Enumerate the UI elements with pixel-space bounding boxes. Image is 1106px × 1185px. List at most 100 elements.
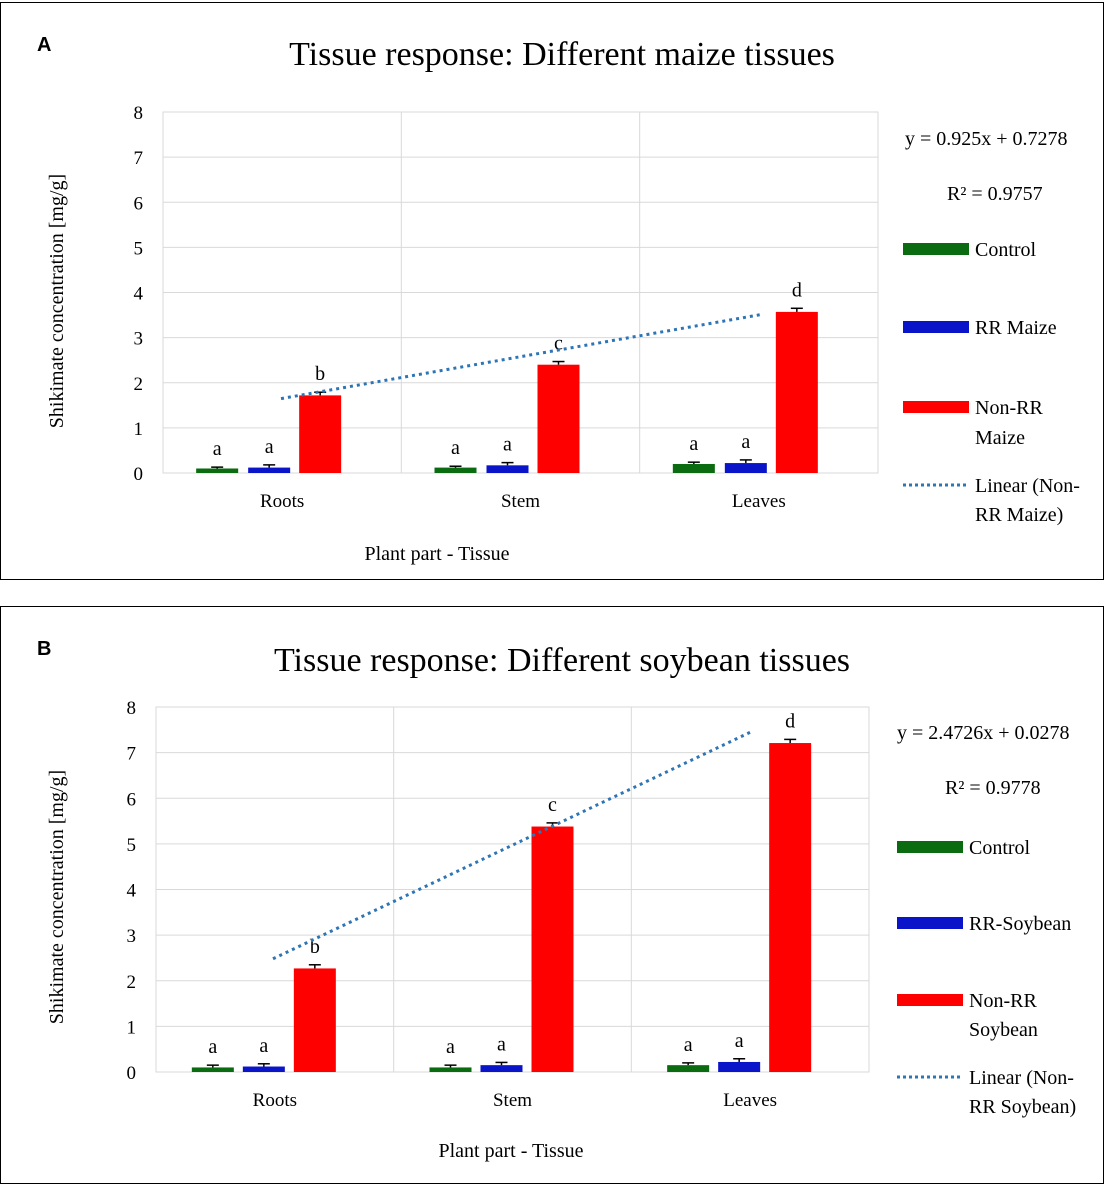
y-tick-label: 0: [127, 1063, 137, 1084]
legend-swatch-rr: [897, 917, 963, 929]
significance-letter: a: [684, 1034, 693, 1056]
bar: [724, 463, 767, 473]
y-tick-label: 7: [134, 148, 144, 169]
x-tick-label: Leaves: [723, 1090, 777, 1111]
trend-r-squared: R² = 0.9757: [947, 183, 1043, 205]
chart-panel-maize: A Tissue response: Different maize tissu…: [0, 2, 1104, 580]
significance-letter: a: [503, 434, 512, 456]
legend-label-nonrr-1: Non-RR: [969, 990, 1037, 1012]
bar: [248, 467, 291, 473]
significance-letter: d: [785, 710, 795, 732]
legend-label-linear-1: Linear (Non-: [975, 475, 1080, 497]
y-tick-label: 6: [134, 193, 144, 214]
significance-labels: a a a a a a b c d: [213, 279, 802, 460]
x-tick-label: Leaves: [732, 491, 786, 512]
legend-label-nonrr-2: Maize: [975, 427, 1025, 449]
chart-svg-soybean: B Tissue response: Different soybean tis…: [37, 638, 1076, 1162]
y-tick-labels: 0 1 2 3 4 5 6 7 8: [134, 103, 144, 485]
legend-label-linear-2: RR Maize): [975, 504, 1063, 526]
y-tick-labels: 0 1 2 3 4 5 6 7 8: [127, 698, 137, 1084]
x-tick-labels: Roots Stem Leaves: [260, 491, 786, 512]
bar: [299, 395, 342, 473]
error-bars: [206, 738, 797, 1068]
y-tick-label: 2: [127, 972, 137, 993]
y-tick-label: 4: [134, 284, 144, 305]
legend-label-control: Control: [969, 837, 1031, 859]
y-tick-label: 6: [127, 789, 137, 810]
bar: [293, 968, 336, 1072]
grid: [155, 706, 870, 1073]
y-tick-label: 7: [127, 744, 137, 765]
y-tick-label: 2: [134, 374, 144, 395]
significance-letter: a: [689, 433, 698, 455]
bar: [667, 1065, 710, 1072]
trendline: [280, 313, 762, 401]
significance-letter: c: [554, 333, 563, 355]
bar: [672, 463, 715, 473]
legend-label-linear-2: RR Soybean): [969, 1096, 1076, 1118]
trendline-linear: [280, 313, 762, 401]
chart-panel-soybean: B Tissue response: Different soybean tis…: [0, 606, 1104, 1184]
x-tick-labels: Roots Stem Leaves: [253, 1090, 777, 1111]
legend-label-nonrr-1: Non-RR: [975, 397, 1043, 419]
significance-letter: a: [735, 1030, 744, 1052]
y-tick-label: 1: [127, 1017, 137, 1038]
panel-label: A: [37, 34, 51, 56]
significance-letter: d: [792, 279, 802, 301]
x-tick-label: Roots: [253, 1090, 297, 1111]
y-tick-label: 8: [127, 698, 137, 719]
y-tick-label: 0: [134, 464, 144, 485]
significance-letter: a: [451, 437, 460, 459]
significance-letter: a: [259, 1035, 268, 1057]
bar: [537, 364, 580, 473]
bar: [434, 467, 477, 473]
y-tick-label: 5: [134, 238, 144, 259]
bar: [242, 1066, 285, 1072]
x-axis-label: Plant part - Tissue: [364, 543, 509, 565]
panel-label: B: [37, 638, 51, 660]
y-tick-label: 1: [134, 419, 144, 440]
bar: [769, 743, 812, 1072]
legend-swatch-nonrr: [897, 994, 963, 1006]
significance-letter: c: [548, 794, 557, 816]
legend-swatch-control: [897, 841, 963, 853]
significance-letter: a: [497, 1033, 506, 1055]
bar: [718, 1061, 761, 1072]
chart-title: Tissue response: Different maize tissues: [289, 36, 835, 73]
grid: [162, 111, 879, 474]
significance-letter: a: [741, 431, 750, 453]
chart-svg-maize: A Tissue response: Different maize tissu…: [37, 34, 1080, 565]
significance-letter: a: [213, 438, 222, 460]
y-tick-label: 8: [134, 103, 144, 124]
legend-label-linear-1: Linear (Non-: [969, 1067, 1074, 1089]
legend-label-rr: RR-Soybean: [969, 913, 1071, 935]
y-axis-label: Shikimate concentration [mg/g]: [46, 770, 68, 1024]
bar: [191, 1067, 234, 1072]
significance-letter: b: [315, 363, 325, 385]
bar: [531, 826, 574, 1072]
significance-letter: a: [446, 1036, 455, 1058]
bar: [196, 468, 239, 473]
trendline: [272, 730, 752, 961]
y-tick-label: 4: [127, 881, 137, 902]
x-axis-label: Plant part - Tissue: [438, 1140, 583, 1162]
y-tick-label: 3: [127, 926, 137, 947]
bar: [486, 465, 529, 473]
y-tick-label: 3: [134, 329, 144, 350]
legend-label-control: Control: [975, 239, 1037, 261]
significance-labels: a a a a a a b c d: [208, 710, 795, 1058]
bars: [191, 743, 812, 1072]
bar: [429, 1067, 472, 1072]
trend-equation: y = 2.4726x + 0.0278: [897, 722, 1070, 744]
trend-equation: y = 0.925x + 0.7278: [905, 128, 1068, 150]
legend-swatch-control: [903, 243, 969, 255]
x-tick-label: Stem: [501, 491, 540, 512]
legend-label-rr: RR Maize: [975, 317, 1057, 339]
chart-title: Tissue response: Different soybean tissu…: [274, 642, 850, 679]
trend-r-squared: R² = 0.9778: [945, 777, 1041, 799]
legend-swatch-rr: [903, 321, 969, 333]
legend-label-nonrr-2: Soybean: [969, 1019, 1038, 1041]
y-axis-label: Shikimate concentration [mg/g]: [46, 174, 68, 428]
significance-letter: a: [265, 436, 274, 458]
bar: [775, 311, 818, 473]
